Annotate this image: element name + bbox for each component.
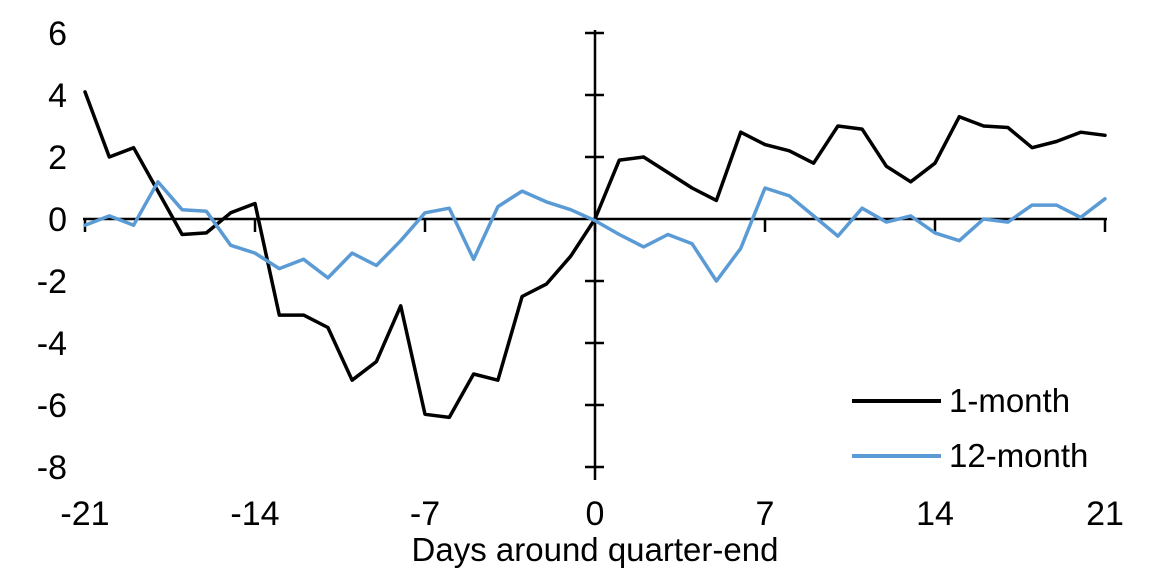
x-tick-label: 7	[756, 495, 775, 533]
y-tick-label: 4	[48, 77, 67, 115]
x-tick-label: -14	[230, 495, 279, 533]
x-tick-label: 0	[586, 495, 605, 533]
y-tick-label: -8	[37, 449, 67, 487]
y-tick-label: -2	[37, 263, 67, 301]
series-line-12-month	[83, 180, 1107, 283]
y-tick-label: 0	[48, 201, 67, 239]
y-tick-label: -4	[37, 325, 67, 363]
legend-item-12-month: 12-month	[852, 428, 1088, 483]
x-tick-label: 14	[916, 495, 954, 533]
legend-line-sample-1-month	[852, 398, 941, 403]
y-tick-label: 6	[48, 15, 67, 53]
legend: 1-month 12-month	[852, 373, 1088, 483]
y-tick-label: 2	[48, 139, 67, 177]
legend-line-sample-12-month	[852, 453, 941, 458]
x-tick-label: -21	[60, 495, 109, 533]
y-tick-label: -6	[37, 387, 67, 425]
x-tick-label: -7	[410, 495, 440, 533]
x-tick-label: 21	[1086, 495, 1124, 533]
x-axis-title: Days around quarter-end	[411, 531, 779, 568]
legend-label-12-month: 12-month	[949, 436, 1089, 474]
legend-label-1-month: 1-month	[949, 381, 1071, 419]
legend-item-1-month: 1-month	[852, 373, 1088, 428]
